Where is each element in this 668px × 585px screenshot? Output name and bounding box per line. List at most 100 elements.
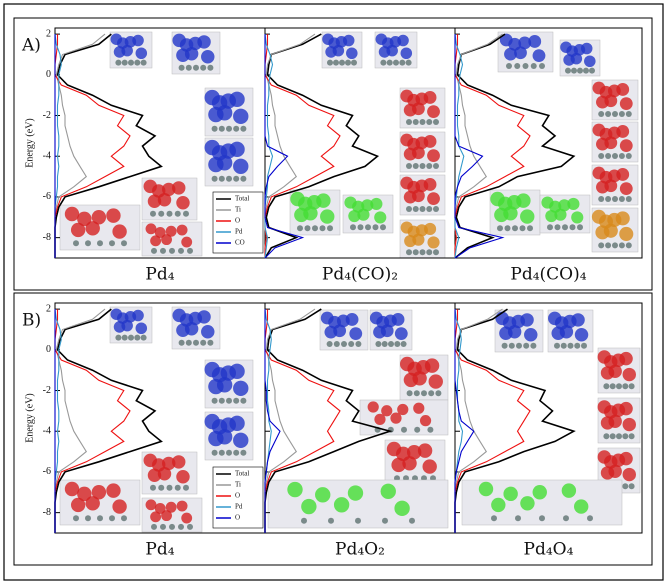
orbital-lobe [518, 36, 532, 50]
dos-curve [454, 34, 505, 259]
atom [233, 125, 240, 132]
atom [240, 397, 247, 404]
atom [174, 484, 181, 491]
atom [240, 449, 247, 456]
atom [491, 515, 497, 522]
orbital-lobe [376, 315, 390, 329]
orbital-lobe [233, 158, 249, 175]
atom [412, 249, 419, 256]
atom [200, 339, 207, 346]
atom [218, 449, 225, 456]
dos-curve [454, 33, 576, 259]
structure-image [267, 479, 449, 529]
orbital-lobe [113, 321, 126, 333]
orbital-lobe [499, 326, 513, 340]
structure-image [141, 221, 203, 257]
atom [612, 242, 618, 249]
atom [109, 240, 115, 247]
atom [587, 515, 593, 522]
orbital-lobe [325, 46, 337, 58]
atom [539, 63, 545, 69]
atom [512, 225, 518, 232]
atom [319, 225, 326, 232]
orbital-lobe [165, 225, 177, 237]
orbital-lobe [150, 235, 162, 247]
orbital-lobe [211, 95, 228, 111]
orbital-lobe [558, 199, 571, 212]
orbital-lobe [574, 499, 589, 514]
structure-image [591, 164, 639, 206]
atom [625, 196, 632, 202]
orbital-lobe [561, 483, 577, 498]
orbital-lobe [549, 200, 562, 213]
atom [565, 67, 571, 74]
atom [406, 119, 412, 125]
y-tick-label: -8 [43, 232, 51, 243]
atom [134, 59, 141, 66]
dos-curve [454, 309, 475, 533]
orbital-lobe [502, 316, 517, 330]
atom [226, 397, 232, 404]
y-axis-label: Energy (eV) [24, 393, 35, 443]
orbital-lobe [176, 224, 188, 236]
atom [412, 163, 419, 169]
atom [419, 163, 426, 169]
panel-title: Pd₄O₄ [524, 540, 574, 560]
orbital-lobe [524, 328, 538, 342]
atom [134, 334, 141, 341]
orbital-lobe [619, 139, 633, 153]
atom [226, 175, 232, 182]
structure-image [59, 204, 141, 251]
orbital-lobe [397, 403, 409, 416]
panel-title: Pd₄O₂ [335, 540, 385, 560]
orbital-lobe [179, 313, 194, 327]
orbital-lobe [70, 222, 86, 238]
atom [519, 225, 526, 232]
structure-image [597, 347, 641, 394]
orbital-lobe [407, 93, 421, 107]
orbital-lobe [233, 108, 249, 124]
orbital-lobe [427, 236, 440, 249]
orbital-lobe [403, 147, 417, 161]
structure-image [384, 439, 446, 486]
atom [200, 64, 207, 71]
structure-image [321, 31, 363, 69]
atom [547, 224, 553, 231]
atom [185, 64, 192, 71]
atom [140, 59, 147, 66]
atom [413, 390, 420, 397]
orbital-lobe [208, 430, 224, 447]
outer-border [3, 3, 664, 581]
orbital-lobe [176, 196, 190, 210]
orbital-lobe [394, 500, 410, 516]
orbital-lobe [604, 455, 618, 469]
structure-image [109, 31, 153, 69]
orbital-lobe [154, 227, 166, 238]
structure-image [399, 131, 446, 173]
dos-curve [264, 34, 305, 259]
y-tick-label: -6 [43, 191, 51, 202]
atom [571, 67, 577, 74]
atom [433, 119, 439, 125]
atom [211, 449, 218, 456]
atom [625, 111, 632, 117]
dos-curve [54, 308, 163, 533]
orbital-lobe [201, 325, 215, 339]
atom [226, 125, 232, 132]
orbital-lobe [298, 196, 313, 212]
orbital-lobe [419, 415, 432, 427]
atom [612, 153, 618, 159]
atom [240, 175, 247, 182]
atom [581, 342, 587, 349]
orbital-lobe [599, 127, 613, 141]
atom [412, 119, 419, 125]
orbital-lobe [599, 85, 613, 99]
orbital-lobe [494, 207, 509, 223]
orbital-lobe [77, 486, 92, 502]
structure-image [109, 306, 153, 344]
atom [605, 196, 612, 202]
atom [435, 390, 442, 397]
atom [399, 59, 406, 66]
orbital-lobe [407, 137, 421, 151]
orbital-lobe [422, 459, 437, 474]
